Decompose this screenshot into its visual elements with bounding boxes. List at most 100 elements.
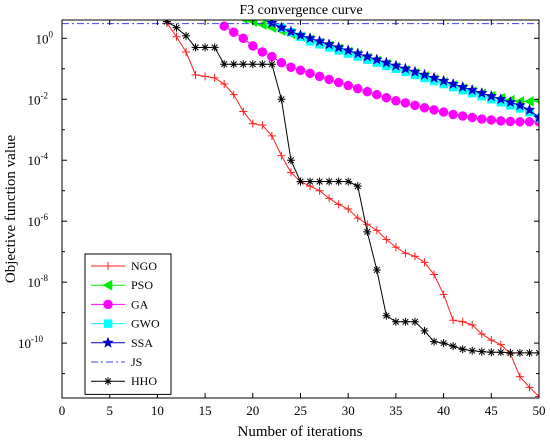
data-point	[382, 235, 391, 244]
data-point	[248, 119, 257, 128]
x-tick-label: 30	[342, 403, 355, 418]
data-point	[305, 68, 315, 79]
data-point	[475, 86, 488, 99]
legend-item-js: JS	[91, 355, 142, 369]
data-point	[429, 105, 439, 115]
y-tick-base: 10	[36, 31, 49, 46]
data-point	[342, 44, 355, 56]
x-tick-label: 0	[59, 403, 66, 418]
data-point	[515, 348, 524, 357]
y-tick-label: 100	[36, 29, 54, 46]
series-ga	[219, 21, 539, 127]
data-point	[439, 290, 448, 299]
data-point	[372, 265, 381, 274]
data-point	[437, 74, 450, 87]
data-point	[353, 182, 362, 191]
data-point	[191, 70, 200, 79]
data-point	[162, 20, 171, 26]
data-point	[419, 103, 430, 113]
data-point	[447, 77, 460, 90]
legend-label: GWO	[131, 317, 160, 331]
data-point	[496, 348, 505, 357]
data-point	[267, 51, 277, 62]
data-point	[353, 214, 362, 223]
data-point	[485, 89, 498, 102]
series-hho	[162, 20, 539, 357]
data-point	[391, 96, 401, 106]
y-tick-label: 10-6	[28, 212, 49, 229]
x-tick-label: 50	[533, 403, 546, 418]
y-tick-label: 10-8	[28, 273, 49, 290]
data-point	[449, 316, 458, 325]
legend-marker	[102, 336, 114, 348]
data-point	[229, 60, 238, 69]
data-point	[449, 342, 458, 351]
data-point	[229, 90, 238, 99]
legend-label: JS	[131, 355, 142, 369]
data-point	[258, 121, 267, 130]
data-point	[477, 329, 486, 338]
data-point	[410, 252, 419, 261]
data-point	[468, 320, 477, 329]
data-point	[286, 62, 296, 72]
data-point	[418, 68, 431, 80]
y-tick-label: 10-2	[28, 90, 49, 107]
axis-ticks: 0 5 10 15 20 25 30 35 40 45 5010010-210-410-610-81…	[18, 20, 546, 418]
data-point	[228, 27, 239, 37]
data-point	[420, 258, 429, 267]
data-point	[533, 111, 539, 123]
data-point	[257, 47, 268, 57]
data-point	[286, 168, 295, 177]
legend-item-ssa: SSA	[91, 336, 153, 350]
data-point	[314, 71, 325, 82]
data-point	[457, 111, 468, 121]
data-point	[389, 59, 402, 71]
data-point	[372, 89, 382, 100]
data-point	[477, 114, 487, 124]
data-point	[323, 38, 336, 50]
x-tick-label: 20	[246, 403, 259, 418]
y-tick-base: 10	[28, 275, 41, 290]
y-tick-exponent: -10	[31, 334, 43, 344]
data-point	[219, 3, 228, 13]
data-point	[220, 80, 229, 89]
data-point	[275, 21, 288, 33]
data-point	[382, 311, 391, 320]
data-point	[334, 177, 343, 186]
data-point	[210, 73, 219, 82]
data-point	[401, 317, 410, 326]
data-point	[248, 41, 258, 51]
data-point	[219, 21, 229, 31]
legend-marker	[103, 319, 113, 328]
data-point	[352, 83, 363, 94]
data-point	[456, 80, 469, 93]
legend-item-ngo: NGO	[91, 259, 157, 273]
data-point	[525, 383, 534, 392]
legend-item-ga: GA	[91, 297, 149, 311]
y-tick-exponent: -2	[41, 90, 49, 100]
data-point	[248, 60, 257, 69]
data-point	[361, 50, 374, 62]
data-point	[420, 326, 429, 335]
y-tick-label: 10-4	[28, 151, 49, 168]
x-tick-label: 25	[294, 403, 307, 418]
data-point	[448, 109, 458, 120]
data-point	[285, 25, 297, 37]
data-point	[486, 115, 497, 125]
data-point	[306, 177, 315, 186]
legend-label: HHO	[131, 374, 157, 388]
data-point	[334, 200, 343, 209]
data-point	[399, 62, 412, 74]
data-point	[477, 347, 486, 356]
data-point	[410, 100, 420, 111]
data-point	[229, 9, 238, 19]
data-point	[487, 336, 496, 345]
data-point	[523, 103, 536, 115]
data-point	[295, 65, 306, 76]
data-point	[391, 317, 400, 326]
data-point	[525, 348, 534, 357]
y-tick-exponent: -6	[41, 212, 49, 222]
y-tick-base: 10	[28, 214, 41, 229]
data-point	[428, 71, 440, 83]
legend-label: GA	[131, 297, 149, 311]
